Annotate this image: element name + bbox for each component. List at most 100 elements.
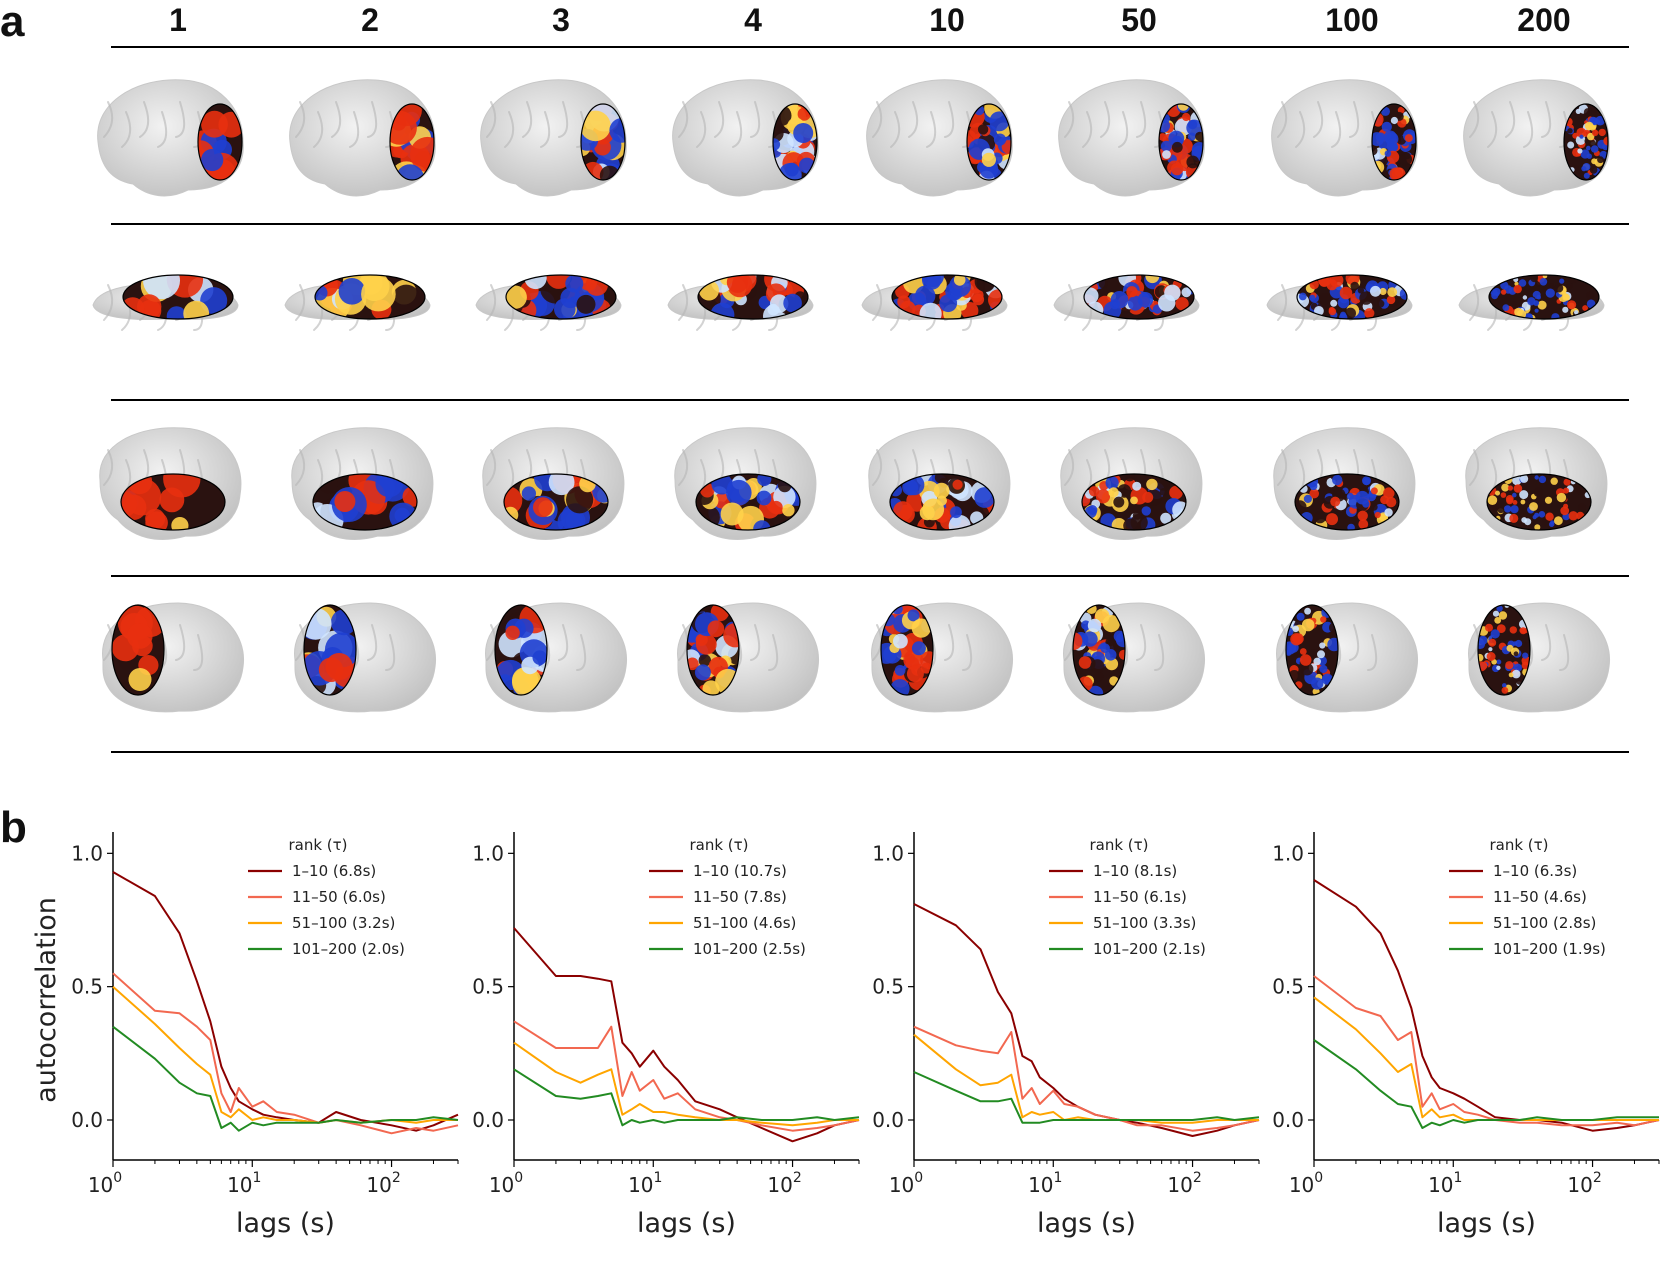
- series-line: [112, 871, 459, 1132]
- header-rule: [111, 46, 1629, 48]
- brain-map: [857, 420, 1017, 554]
- brain-map-grid: [88, 72, 1614, 729]
- y-tick-label: 1.0: [472, 841, 504, 865]
- brain-map: [280, 72, 440, 206]
- autocorrelation-chart: 0.0 0.5 1.0 100 101 102 lags (s) rank (τ) 1–10 (…: [444, 820, 869, 1254]
- brain-map: [471, 595, 631, 729]
- x-axis-label: lags (s): [236, 1208, 335, 1239]
- row-divider: [111, 575, 1629, 577]
- activation-patch: [696, 474, 800, 530]
- brain-map: [1262, 72, 1422, 206]
- y-tick-label: 1.0: [71, 841, 103, 865]
- activation-patch: [892, 275, 1002, 319]
- activation-patch: [112, 605, 164, 695]
- rank-column-title: 10: [929, 2, 965, 38]
- brain-map: [1049, 72, 1209, 206]
- rank-column-title: 4: [744, 2, 762, 38]
- series-line: [112, 972, 459, 1135]
- legend-label: 1–10 (10.7s): [693, 862, 787, 880]
- x-axis-label: lags (s): [637, 1208, 736, 1239]
- y-tick-label: 0.0: [1272, 1108, 1304, 1132]
- legend-label: 101–200 (1.9s): [1493, 940, 1606, 958]
- y-tick-label: 0.5: [1272, 975, 1304, 999]
- brain-map: [471, 420, 631, 554]
- legend-label: 11–50 (6.0s): [292, 888, 386, 906]
- rank-column-headers: 1 2 3 4 10 50 100 200: [0, 0, 1660, 50]
- series-line: [1313, 1039, 1659, 1129]
- activation-patch: [890, 474, 994, 530]
- panel-letter-a: a: [0, 0, 25, 46]
- brain-map: [663, 420, 823, 554]
- series-line: [513, 1020, 860, 1132]
- x-tick-label: 102: [1567, 1170, 1601, 1197]
- panel-letter-b: b: [0, 803, 27, 852]
- legend-label: 51–100 (3.3s): [1093, 914, 1196, 932]
- rank-column-title: 200: [1517, 2, 1571, 38]
- brain-map: [280, 255, 440, 339]
- x-axis-label: lags (s): [1437, 1208, 1536, 1239]
- x-tick-label: 102: [366, 1170, 400, 1197]
- legend-label: 101–200 (2.0s): [292, 940, 405, 958]
- activation-patch: [967, 104, 1011, 180]
- brain-map: [280, 595, 440, 729]
- series-line: [513, 927, 860, 1143]
- brain-map: [857, 595, 1017, 729]
- activation-patch: [687, 605, 739, 695]
- brain-map: [1049, 420, 1209, 554]
- series-line: [513, 1041, 859, 1127]
- brain-map: [1049, 255, 1209, 339]
- legend-title: rank (τ): [288, 836, 347, 854]
- series-line: [913, 1025, 1260, 1132]
- activation-patch: [390, 104, 434, 180]
- series-line: [1313, 996, 1659, 1121]
- series-line: [112, 985, 458, 1124]
- activation-patch: [304, 605, 356, 695]
- rank-column-title: 100: [1325, 2, 1379, 38]
- x-tick-label: 101: [1028, 1170, 1062, 1197]
- legend-title: rank (τ): [1089, 836, 1148, 854]
- activation-patch: [1487, 474, 1591, 530]
- series-line: [1313, 879, 1660, 1132]
- rank-column-title: 3: [552, 2, 570, 38]
- activation-patch: [1082, 474, 1186, 530]
- series-line: [513, 1068, 860, 1127]
- brain-map: [1262, 255, 1422, 339]
- brain-map: [857, 255, 1017, 339]
- y-tick-label: 0.5: [472, 975, 504, 999]
- brain-map: [1454, 420, 1614, 554]
- x-tick-label: 101: [227, 1170, 261, 1197]
- brain-map: [663, 595, 823, 729]
- brain-map: [857, 72, 1017, 206]
- row-divider: [111, 751, 1629, 753]
- activation-patch: [881, 605, 933, 695]
- autocorrelation-chart: 0.0 0.5 1.0 100 101 102 lags (s) autocorrelatio…: [31, 820, 468, 1254]
- activation-patch: [773, 104, 817, 180]
- rank-column-title: 50: [1121, 2, 1157, 38]
- x-tick-label: 100: [889, 1170, 923, 1197]
- legend-title: rank (τ): [1489, 836, 1548, 854]
- legend-label: 51–100 (3.2s): [292, 914, 395, 932]
- y-tick-label: 0.0: [872, 1108, 904, 1132]
- activation-patch: [1478, 605, 1530, 695]
- row-divider: [111, 399, 1629, 401]
- row-divider: [111, 223, 1629, 225]
- rank-column-title: 1: [169, 2, 187, 38]
- x-tick-label: 100: [88, 1170, 122, 1197]
- legend-label: 1–10 (6.8s): [292, 862, 376, 880]
- y-tick-label: 0.5: [872, 975, 904, 999]
- legend-label: 101–200 (2.5s): [693, 940, 806, 958]
- autocorrelation-charts: 0.0 0.5 1.0 100 101 102 lags (s) autocorrelatio…: [0, 820, 1660, 1265]
- legend-label: 11–50 (6.1s): [1093, 888, 1187, 906]
- brain-map: [471, 255, 631, 339]
- activation-patch: [1286, 605, 1338, 695]
- brain-map: [280, 420, 440, 554]
- activation-patch: [581, 104, 625, 180]
- x-tick-label: 102: [767, 1170, 801, 1197]
- autocorrelation-chart: 0.0 0.5 1.0 100 101 102 lags (s) rank (τ) 1–10 (…: [844, 820, 1269, 1254]
- activation-patch: [1297, 275, 1407, 319]
- brain-map: [88, 72, 248, 206]
- y-tick-label: 0.0: [472, 1108, 504, 1132]
- brain-map: [1454, 72, 1614, 206]
- x-tick-label: 100: [1289, 1170, 1323, 1197]
- brain-map: [663, 72, 823, 206]
